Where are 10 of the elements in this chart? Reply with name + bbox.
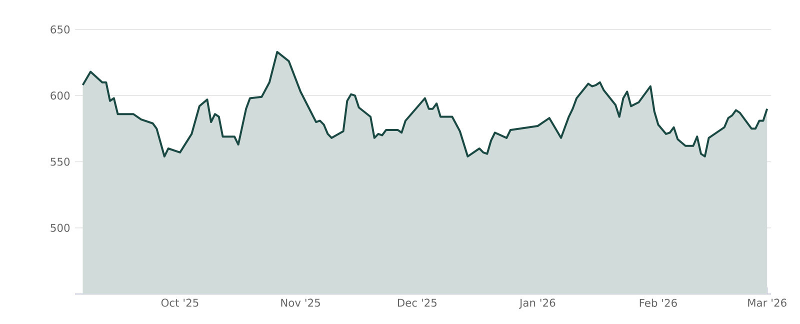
y-tick-label: 500: [50, 224, 70, 232]
x-tick-label: Feb '26: [640, 298, 677, 307]
x-tick-label: Dec '25: [398, 298, 436, 307]
y-tick-label: 550: [50, 158, 70, 166]
x-tick-label: Jan '26: [518, 298, 556, 309]
y-tick-label: 600: [50, 92, 70, 100]
x-tick-label: Oct '25: [161, 298, 198, 307]
x-tick-label: Mar '26: [748, 298, 786, 307]
y-tick-label: 650: [50, 25, 70, 34]
x-tick-label: Nov '25: [281, 298, 320, 307]
